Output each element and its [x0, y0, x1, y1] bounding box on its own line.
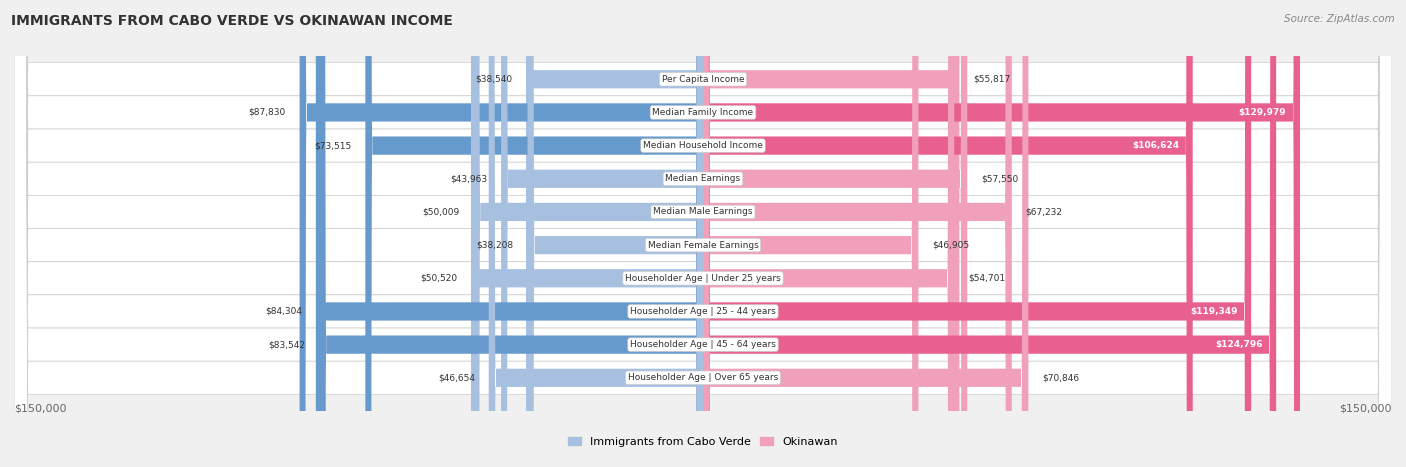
Text: Median Household Income: Median Household Income — [643, 141, 763, 150]
Text: Householder Age | Under 25 years: Householder Age | Under 25 years — [626, 274, 780, 283]
Text: $55,817: $55,817 — [973, 75, 1011, 84]
FancyBboxPatch shape — [14, 0, 1392, 467]
Text: Median Family Income: Median Family Income — [652, 108, 754, 117]
FancyBboxPatch shape — [14, 0, 1392, 467]
FancyBboxPatch shape — [471, 0, 703, 467]
FancyBboxPatch shape — [501, 0, 703, 467]
Text: Householder Age | Over 65 years: Householder Age | Over 65 years — [628, 373, 778, 382]
FancyBboxPatch shape — [703, 0, 955, 467]
Text: $38,540: $38,540 — [475, 75, 512, 84]
Text: $50,520: $50,520 — [420, 274, 457, 283]
FancyBboxPatch shape — [703, 0, 1251, 467]
Text: $119,349: $119,349 — [1189, 307, 1237, 316]
Text: $38,208: $38,208 — [477, 241, 513, 249]
FancyBboxPatch shape — [316, 0, 703, 467]
FancyBboxPatch shape — [527, 0, 703, 467]
FancyBboxPatch shape — [14, 0, 1392, 467]
Text: $70,846: $70,846 — [1042, 373, 1080, 382]
Text: $50,009: $50,009 — [422, 207, 460, 216]
FancyBboxPatch shape — [703, 0, 1012, 467]
Text: Householder Age | 25 - 44 years: Householder Age | 25 - 44 years — [630, 307, 776, 316]
Text: $150,000: $150,000 — [1340, 403, 1392, 413]
Text: Householder Age | 45 - 64 years: Householder Age | 45 - 64 years — [630, 340, 776, 349]
Text: $124,796: $124,796 — [1215, 340, 1263, 349]
FancyBboxPatch shape — [703, 0, 1192, 467]
FancyBboxPatch shape — [14, 0, 1392, 467]
Text: $46,654: $46,654 — [437, 373, 475, 382]
FancyBboxPatch shape — [14, 0, 1392, 467]
Text: Per Capita Income: Per Capita Income — [662, 75, 744, 84]
Text: $129,979: $129,979 — [1239, 108, 1286, 117]
FancyBboxPatch shape — [474, 0, 703, 467]
FancyBboxPatch shape — [489, 0, 703, 467]
FancyBboxPatch shape — [703, 0, 967, 467]
FancyBboxPatch shape — [14, 0, 1392, 467]
Text: Source: ZipAtlas.com: Source: ZipAtlas.com — [1284, 14, 1395, 24]
Text: IMMIGRANTS FROM CABO VERDE VS OKINAWAN INCOME: IMMIGRANTS FROM CABO VERDE VS OKINAWAN I… — [11, 14, 453, 28]
Text: Median Earnings: Median Earnings — [665, 174, 741, 183]
Text: $43,963: $43,963 — [450, 174, 488, 183]
Text: $84,304: $84,304 — [264, 307, 302, 316]
Text: $87,830: $87,830 — [249, 108, 285, 117]
Text: $150,000: $150,000 — [14, 403, 66, 413]
FancyBboxPatch shape — [703, 0, 1301, 467]
FancyBboxPatch shape — [526, 0, 703, 467]
Text: $73,515: $73,515 — [315, 141, 352, 150]
Text: $57,550: $57,550 — [981, 174, 1018, 183]
Text: $83,542: $83,542 — [269, 340, 305, 349]
FancyBboxPatch shape — [14, 0, 1392, 467]
Text: $46,905: $46,905 — [932, 241, 969, 249]
Text: Median Male Earnings: Median Male Earnings — [654, 207, 752, 216]
FancyBboxPatch shape — [703, 0, 1028, 467]
Text: Median Female Earnings: Median Female Earnings — [648, 241, 758, 249]
Legend: Immigrants from Cabo Verde, Okinawan: Immigrants from Cabo Verde, Okinawan — [564, 432, 842, 452]
FancyBboxPatch shape — [14, 0, 1392, 467]
FancyBboxPatch shape — [703, 0, 918, 467]
Text: $54,701: $54,701 — [967, 274, 1005, 283]
Text: $67,232: $67,232 — [1025, 207, 1063, 216]
FancyBboxPatch shape — [366, 0, 703, 467]
FancyBboxPatch shape — [703, 0, 1277, 467]
FancyBboxPatch shape — [14, 0, 1392, 467]
FancyBboxPatch shape — [14, 0, 1392, 467]
FancyBboxPatch shape — [703, 0, 959, 467]
FancyBboxPatch shape — [319, 0, 703, 467]
Text: $106,624: $106,624 — [1132, 141, 1180, 150]
FancyBboxPatch shape — [299, 0, 703, 467]
